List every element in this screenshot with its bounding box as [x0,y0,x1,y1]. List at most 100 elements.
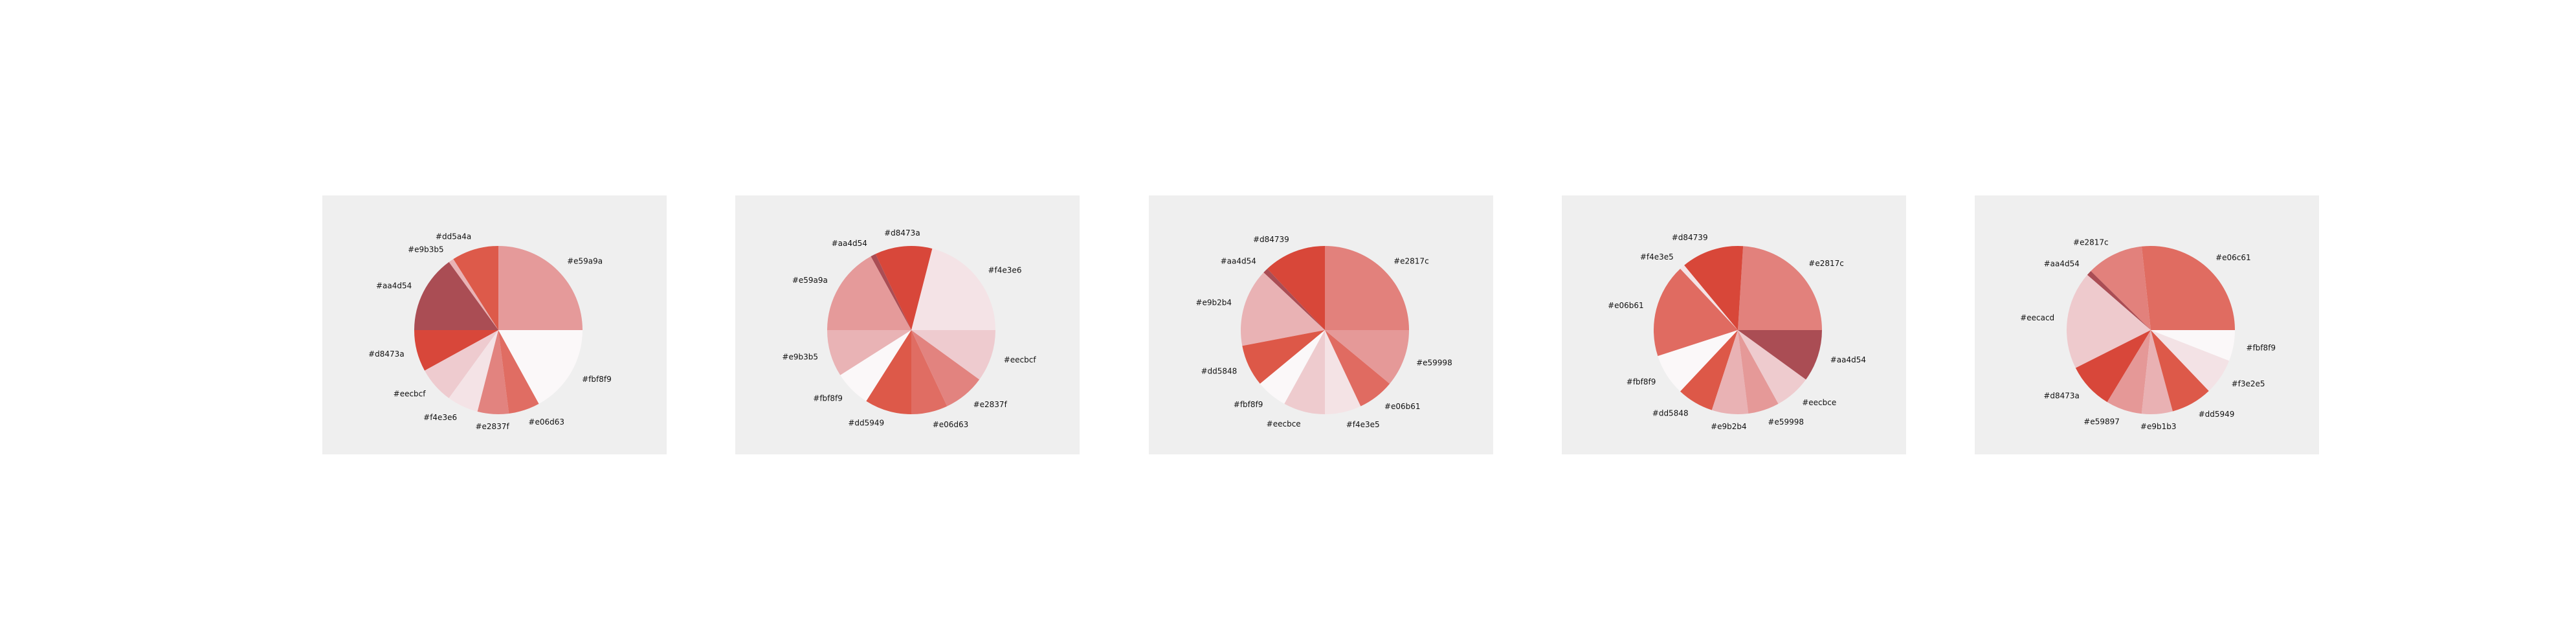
slice-label: #f4e3e5 [1640,252,1674,261]
slice-label: #e9b2b4 [1195,298,1232,307]
pie-slice [2151,330,2230,392]
pie-slice [1738,330,1779,414]
slice-label: #e06c61 [2215,253,2251,262]
pie-slice [2151,330,2235,361]
pie-slice [1284,330,1325,414]
pie-slice [911,330,995,380]
slice-label: #eecbce [1267,419,1301,428]
slice-label: #e06b61 [1608,301,1644,310]
slice-label: #d8473a [368,350,405,359]
slice-label: #eecbce [1802,398,1836,407]
pie-slice [1684,246,1744,330]
pie-slice [1240,272,1325,346]
slice-label: #dd5949 [848,419,884,428]
pie-slice [414,261,498,330]
slice-label: #d84739 [1672,233,1708,242]
slice-label: #e2837f [973,400,1008,409]
slice-label: #f4e3e6 [423,413,457,422]
pie-slice [1680,265,1738,330]
pie-slice [2151,330,2209,412]
slice-label: #aa4d54 [1830,355,1866,364]
pie-slice [453,246,498,330]
pie-slice [1325,330,1409,384]
slice-label: #fbf8f9 [582,375,612,384]
pie-chart-panel: #e59a9a #dd5a4a #e9b3b5 #aa4d54 #d8473a #eecb… [322,195,667,454]
slice-label: #e9b1b3 [2140,422,2177,431]
pie-slice [911,249,995,330]
slice-label: #f3e2e5 [2232,379,2265,388]
slice-label: #e06d63 [528,417,564,427]
slice-label: #e9b3b5 [782,352,818,361]
pie-slice [498,246,583,330]
pie-slice [1325,330,1390,406]
slice-label: #e06d63 [933,420,969,429]
slice-label: #aa4d54 [832,239,867,248]
slice-label: #dd5848 [1652,409,1689,418]
pie-slice [2141,330,2173,414]
pie-slice [827,256,911,330]
pie-chart: #e06c61 #e2817c #aa4d54 #eecacd #d8473a #e598… [2020,238,2276,432]
pie-slice [1658,330,1738,392]
slice-label: #d84739 [1253,235,1289,244]
pie-slice [498,330,583,404]
pie-slice [2141,246,2235,330]
slice-label: #eecacd [2020,313,2054,322]
pie-slice [1711,330,1749,414]
slice-label: #e59998 [1416,358,1452,367]
slice-label: #fbf8f9 [2246,343,2276,352]
slice-label: #eecbcf [1004,355,1037,364]
pie-slice [498,330,539,414]
pie-chart: #e2817c #d84739 #f4e3e5 #e06b61 #fbf8f9 #dd58… [1608,233,1866,431]
pie-slice [2087,271,2151,330]
pie-slice [425,330,498,399]
pie-slice [1263,269,1325,330]
pie-chart-panel: #e06c61 #e2817c #aa4d54 #eecacd #d8473a #e598… [1975,195,2319,454]
slice-label: #dd5a4a [436,232,471,241]
pie-slice [875,245,933,330]
slice-label: #e2817c [2073,238,2109,247]
pie-slice [827,330,911,375]
slice-label: #fbf8f9 [813,394,843,403]
pie-slice [2067,274,2151,368]
pie-chart-panel: #f4e3e6 #d8473a #aa4d54 #e59a9a #e9b3b5 #fbf8… [735,195,1080,454]
slice-label: #e2817c [1393,256,1429,265]
pie-slice [866,330,911,414]
pie-slice [2107,330,2151,414]
pie-slice [477,330,509,414]
slice-label: #e9b3b5 [408,245,444,254]
slice-label: #f4e3e6 [988,266,1022,275]
pie-slice [1738,246,1822,330]
pie-slice [2091,246,2151,330]
pie-slice [449,330,498,412]
pie-slice [1325,330,1361,414]
slice-label: #e59a9a [792,276,828,285]
pie-slice [1738,330,1822,380]
pie-slice [871,254,911,330]
pie-slice [1325,246,1409,330]
pie-slice [1260,330,1325,404]
slice-label: #e59998 [1768,417,1804,427]
slice-label: #f4e3e5 [1346,420,1380,429]
pie-slice [1242,330,1325,384]
slice-label: #aa4d54 [376,281,412,290]
slice-label: #d8473a [2043,391,2080,400]
pie-slice [449,259,498,330]
pie-slice [911,330,948,414]
slice-label: #e59a9a [567,256,603,265]
pie-slice [2075,330,2151,403]
pie-slice [1680,330,1738,410]
slice-label: #dd5848 [1201,366,1237,375]
pie-chart: #e2817c #d84739 #aa4d54 #e9b2b4 #dd5848 #fbf8… [1195,235,1452,429]
slice-label: #fbf8f9 [1627,377,1656,386]
slice-label: #aa4d54 [1221,256,1256,265]
slice-label: #e2837f [475,422,509,431]
slice-label: #e9b2b4 [1711,422,1747,431]
pie-slice [1653,269,1738,357]
pie-chart-panel: #e2817c #d84739 #f4e3e5 #e06b61 #fbf8f9 #dd58… [1562,195,1906,454]
slice-label: #e59897 [2083,417,2120,427]
pie-slice [414,330,498,371]
slice-label: #e2817c [1808,259,1844,268]
pie-chart-panel: #e2817c #d84739 #aa4d54 #e9b2b4 #dd5848 #fbf8… [1149,195,1493,454]
pie-chart: #e59a9a #dd5a4a #e9b3b5 #aa4d54 #d8473a #eecb… [368,232,612,432]
pie-slice [911,330,980,406]
